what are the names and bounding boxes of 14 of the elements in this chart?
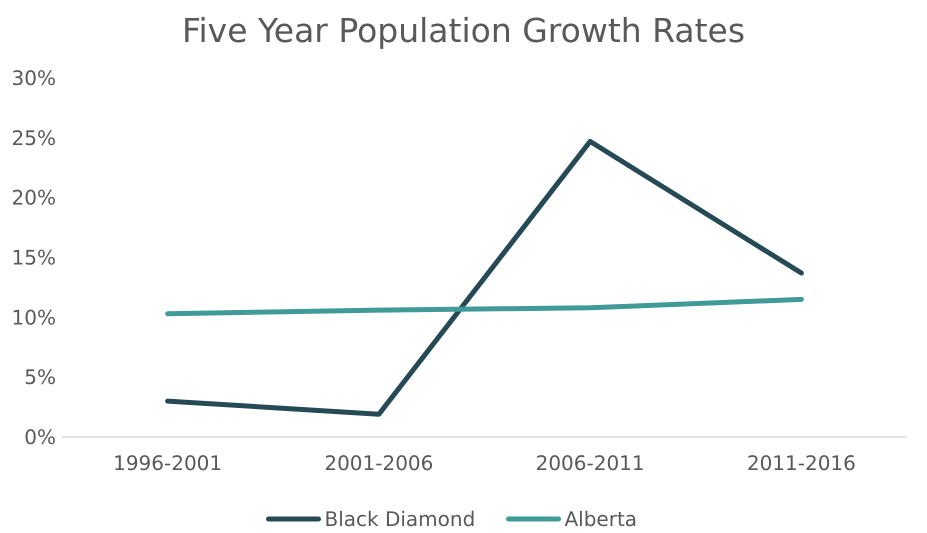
x-tick-label: 2001-2006 [324,451,434,475]
y-tick-label: 15% [12,246,56,270]
x-tick-label: 2006-2011 [536,451,645,475]
y-tick-label: 5% [24,365,56,390]
y-tick-label: 10% [12,305,56,330]
chart-title: Five Year Population Growth Rates [182,11,746,50]
x-tick-label: 2011-2016 [746,451,856,475]
y-tick-label: 30% [12,66,56,90]
y-tick-label: 25% [12,126,56,150]
y-tick-label: 0% [24,425,56,449]
x-tick-label: 1996-2001 [113,451,222,475]
y-tick-label: 20% [12,186,56,210]
legend-label: Black Diamond [324,507,476,531]
legend-label: Alberta [564,507,638,531]
